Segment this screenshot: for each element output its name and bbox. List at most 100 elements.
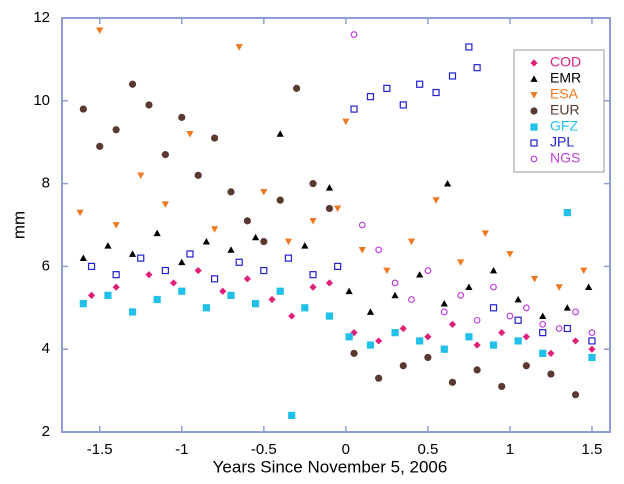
- marker-triangle: [104, 242, 112, 249]
- marker-square: [514, 316, 522, 324]
- marker-circle: [145, 101, 153, 109]
- marker-square: [440, 345, 448, 353]
- legend-label: JPL: [550, 134, 574, 150]
- marker-triangle: [514, 295, 522, 303]
- legend-label: ESA: [550, 86, 579, 102]
- marker-circle: [448, 378, 457, 386]
- marker-square: [514, 337, 522, 345]
- x-tick-label: -1: [175, 441, 188, 458]
- marker-diamond: [473, 341, 481, 349]
- marker-triangle: [227, 246, 235, 253]
- marker-diamond: [448, 320, 457, 328]
- marker-circle: [243, 217, 252, 225]
- marker-triangle: [342, 118, 350, 126]
- marker-circle: [276, 196, 284, 204]
- marker-circle: [178, 113, 186, 121]
- marker-triangle: [530, 75, 538, 82]
- marker-circle: [473, 316, 481, 324]
- marker-triangle: [96, 27, 104, 35]
- marker-square: [588, 337, 596, 345]
- x-tick-label: -0.5: [251, 441, 277, 458]
- marker-triangle: [465, 283, 473, 290]
- marker-diamond: [268, 295, 276, 304]
- marker-triangle: [366, 308, 375, 315]
- marker-square: [128, 308, 137, 316]
- marker-circle: [547, 370, 555, 378]
- marker-square: [366, 93, 375, 101]
- marker-square: [416, 337, 424, 345]
- marker-diamond: [309, 283, 317, 291]
- marker-circle: [325, 204, 334, 213]
- x-axis-label: Years Since November 5, 2006: [213, 457, 448, 476]
- legend-label: EUR: [550, 102, 580, 118]
- plot-frame: [61, 17, 611, 433]
- marker-circle: [375, 246, 383, 254]
- marker-square: [473, 64, 481, 72]
- marker-triangle: [358, 246, 366, 254]
- marker-triangle: [153, 229, 161, 237]
- marker-square: [153, 295, 161, 304]
- marker-square: [161, 266, 169, 275]
- marker-square: [563, 324, 571, 333]
- marker-diamond: [547, 349, 555, 357]
- marker-triangle: [137, 172, 145, 179]
- marker-circle: [227, 188, 235, 196]
- marker-triangle: [284, 238, 293, 246]
- y-tick-label: 12: [33, 9, 50, 26]
- marker-circle: [408, 296, 415, 303]
- marker-circle: [128, 80, 137, 88]
- marker-square: [489, 304, 498, 312]
- marker-triangle: [202, 237, 210, 245]
- marker-circle: [424, 267, 432, 274]
- marker-circle: [530, 107, 538, 115]
- marker-triangle: [440, 300, 448, 307]
- marker-square: [391, 329, 399, 337]
- x-tick-label: -1.5: [87, 441, 113, 458]
- x-tick-label: 1: [506, 441, 514, 458]
- marker-triangle: [76, 209, 84, 217]
- y-tick-label: 6: [42, 257, 50, 274]
- marker-circle: [293, 84, 301, 92]
- marker-square: [539, 349, 547, 357]
- marker-square: [137, 254, 145, 262]
- marker-triangle: [276, 130, 284, 137]
- marker-square: [383, 84, 391, 92]
- marker-triangle: [260, 189, 268, 196]
- marker-square: [350, 105, 358, 113]
- marker-square: [79, 300, 87, 308]
- marker-square: [227, 291, 235, 299]
- y-tick-label: 10: [33, 92, 50, 109]
- marker-diamond: [375, 337, 383, 345]
- marker-triangle: [481, 230, 489, 237]
- marker-square: [465, 333, 473, 341]
- marker-triangle: [416, 271, 424, 278]
- marker-triangle: [489, 266, 498, 274]
- marker-circle: [96, 142, 104, 150]
- legend-label: GFZ: [550, 118, 578, 134]
- marker-triangle: [391, 291, 399, 299]
- marker-square: [325, 312, 334, 320]
- marker-triangle: [112, 222, 120, 229]
- marker-square: [489, 341, 498, 349]
- marker-diamond: [219, 287, 227, 295]
- marker-square: [284, 254, 293, 262]
- marker-triangle: [383, 267, 391, 275]
- marker-triangle: [580, 267, 588, 275]
- marker-circle: [79, 105, 87, 113]
- marker-square: [530, 123, 538, 131]
- y-tick-label: 4: [42, 340, 50, 357]
- marker-square: [530, 139, 538, 147]
- marker-square: [87, 262, 96, 270]
- marker-triangle: [585, 283, 593, 290]
- marker-diamond: [498, 329, 506, 337]
- marker-square: [186, 250, 194, 258]
- legend-label: NGS: [550, 150, 580, 166]
- marker-triangle: [407, 238, 416, 246]
- marker-triangle: [345, 287, 353, 295]
- marker-square: [539, 329, 547, 337]
- marker-triangle: [555, 284, 563, 291]
- marker-triangle: [301, 242, 309, 249]
- marker-circle: [522, 304, 530, 312]
- marker-circle: [506, 312, 514, 320]
- marker-square: [588, 353, 596, 362]
